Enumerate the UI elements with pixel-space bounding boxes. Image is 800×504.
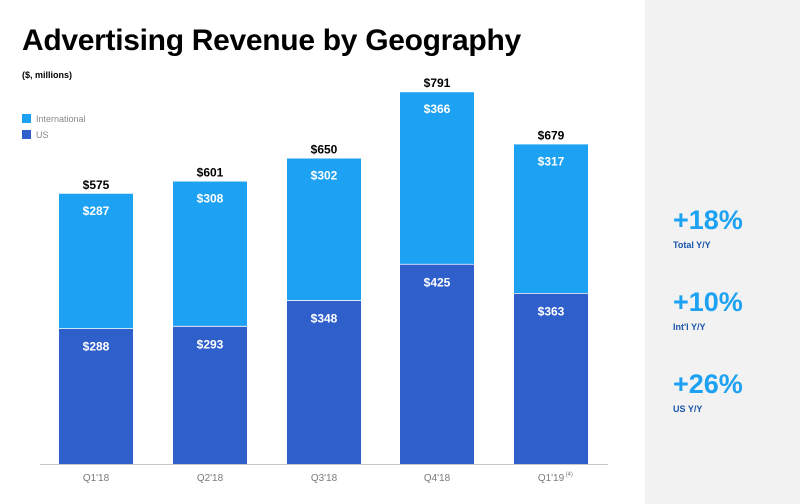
data-label-intl-2: $302 [311,169,338,183]
bar-us-0 [59,328,133,464]
chart-legend: International US [22,111,86,143]
data-label-intl-0: $287 [83,204,110,218]
metric-intl-value: +10% [673,287,743,317]
total-label-4: $679 [538,128,565,142]
bar-us-4 [514,293,588,464]
total-label-0: $575 [83,178,110,192]
bar-intl-1 [173,181,247,327]
chart-subtitle: ($, millions) [22,70,73,80]
metric-intl: +10% Int'l Y/Y [673,287,743,332]
x-tick-label-0: Q1'18 [83,473,110,484]
data-label-intl-1: $308 [197,192,224,206]
x-tick-footnote-4: (4) [566,472,573,478]
metrics-panel [645,0,800,504]
data-label-us-1: $293 [197,337,224,351]
metric-total: +18% Total Y/Y [673,205,743,250]
bar-us-3 [400,264,474,464]
legend-swatch-international [22,114,31,123]
bar-us-1 [173,326,247,464]
data-label-us-2: $348 [311,311,338,325]
metric-us-label: US Y/Y [673,404,703,414]
data-label-us-0: $288 [83,340,110,354]
x-tick-label-2: Q3'18 [311,473,338,484]
metric-us-value: +26% [673,369,743,399]
data-label-us-3: $425 [424,275,451,289]
metric-intl-label: Int'l Y/Y [673,322,706,332]
bar-us-2 [287,300,361,464]
data-label-intl-3: $366 [424,102,451,116]
x-tick-label-3: Q4'18 [424,473,451,484]
x-tick-label-1: Q2'18 [197,473,224,484]
bar-intl-3 [400,92,474,265]
x-tick-label-4: Q1'19 [538,473,565,484]
data-label-us-4: $363 [538,304,565,318]
legend-item-international: International [22,111,86,126]
total-label-1: $601 [197,166,224,180]
metric-total-label: Total Y/Y [673,240,711,250]
legend-label-us: US [36,129,49,140]
bar-intl-0 [59,193,133,329]
legend-item-us: US [22,127,86,142]
metric-total-value: +18% [673,205,743,235]
total-label-3: $791 [424,76,451,90]
bar-chart: $288 $287 $575 Q1'18 $293 $308 $601 Q2'18 $348 $3… [40,76,608,484]
legend-swatch-us [22,130,31,139]
total-label-2: $650 [311,143,338,157]
page-title: Advertising Revenue by Geography [22,24,521,57]
metric-us: +26% US Y/Y [673,369,743,414]
bar-intl-2 [287,158,361,301]
data-label-intl-4: $317 [538,154,565,168]
bar-intl-4 [514,144,588,294]
legend-label-international: International [36,113,86,124]
